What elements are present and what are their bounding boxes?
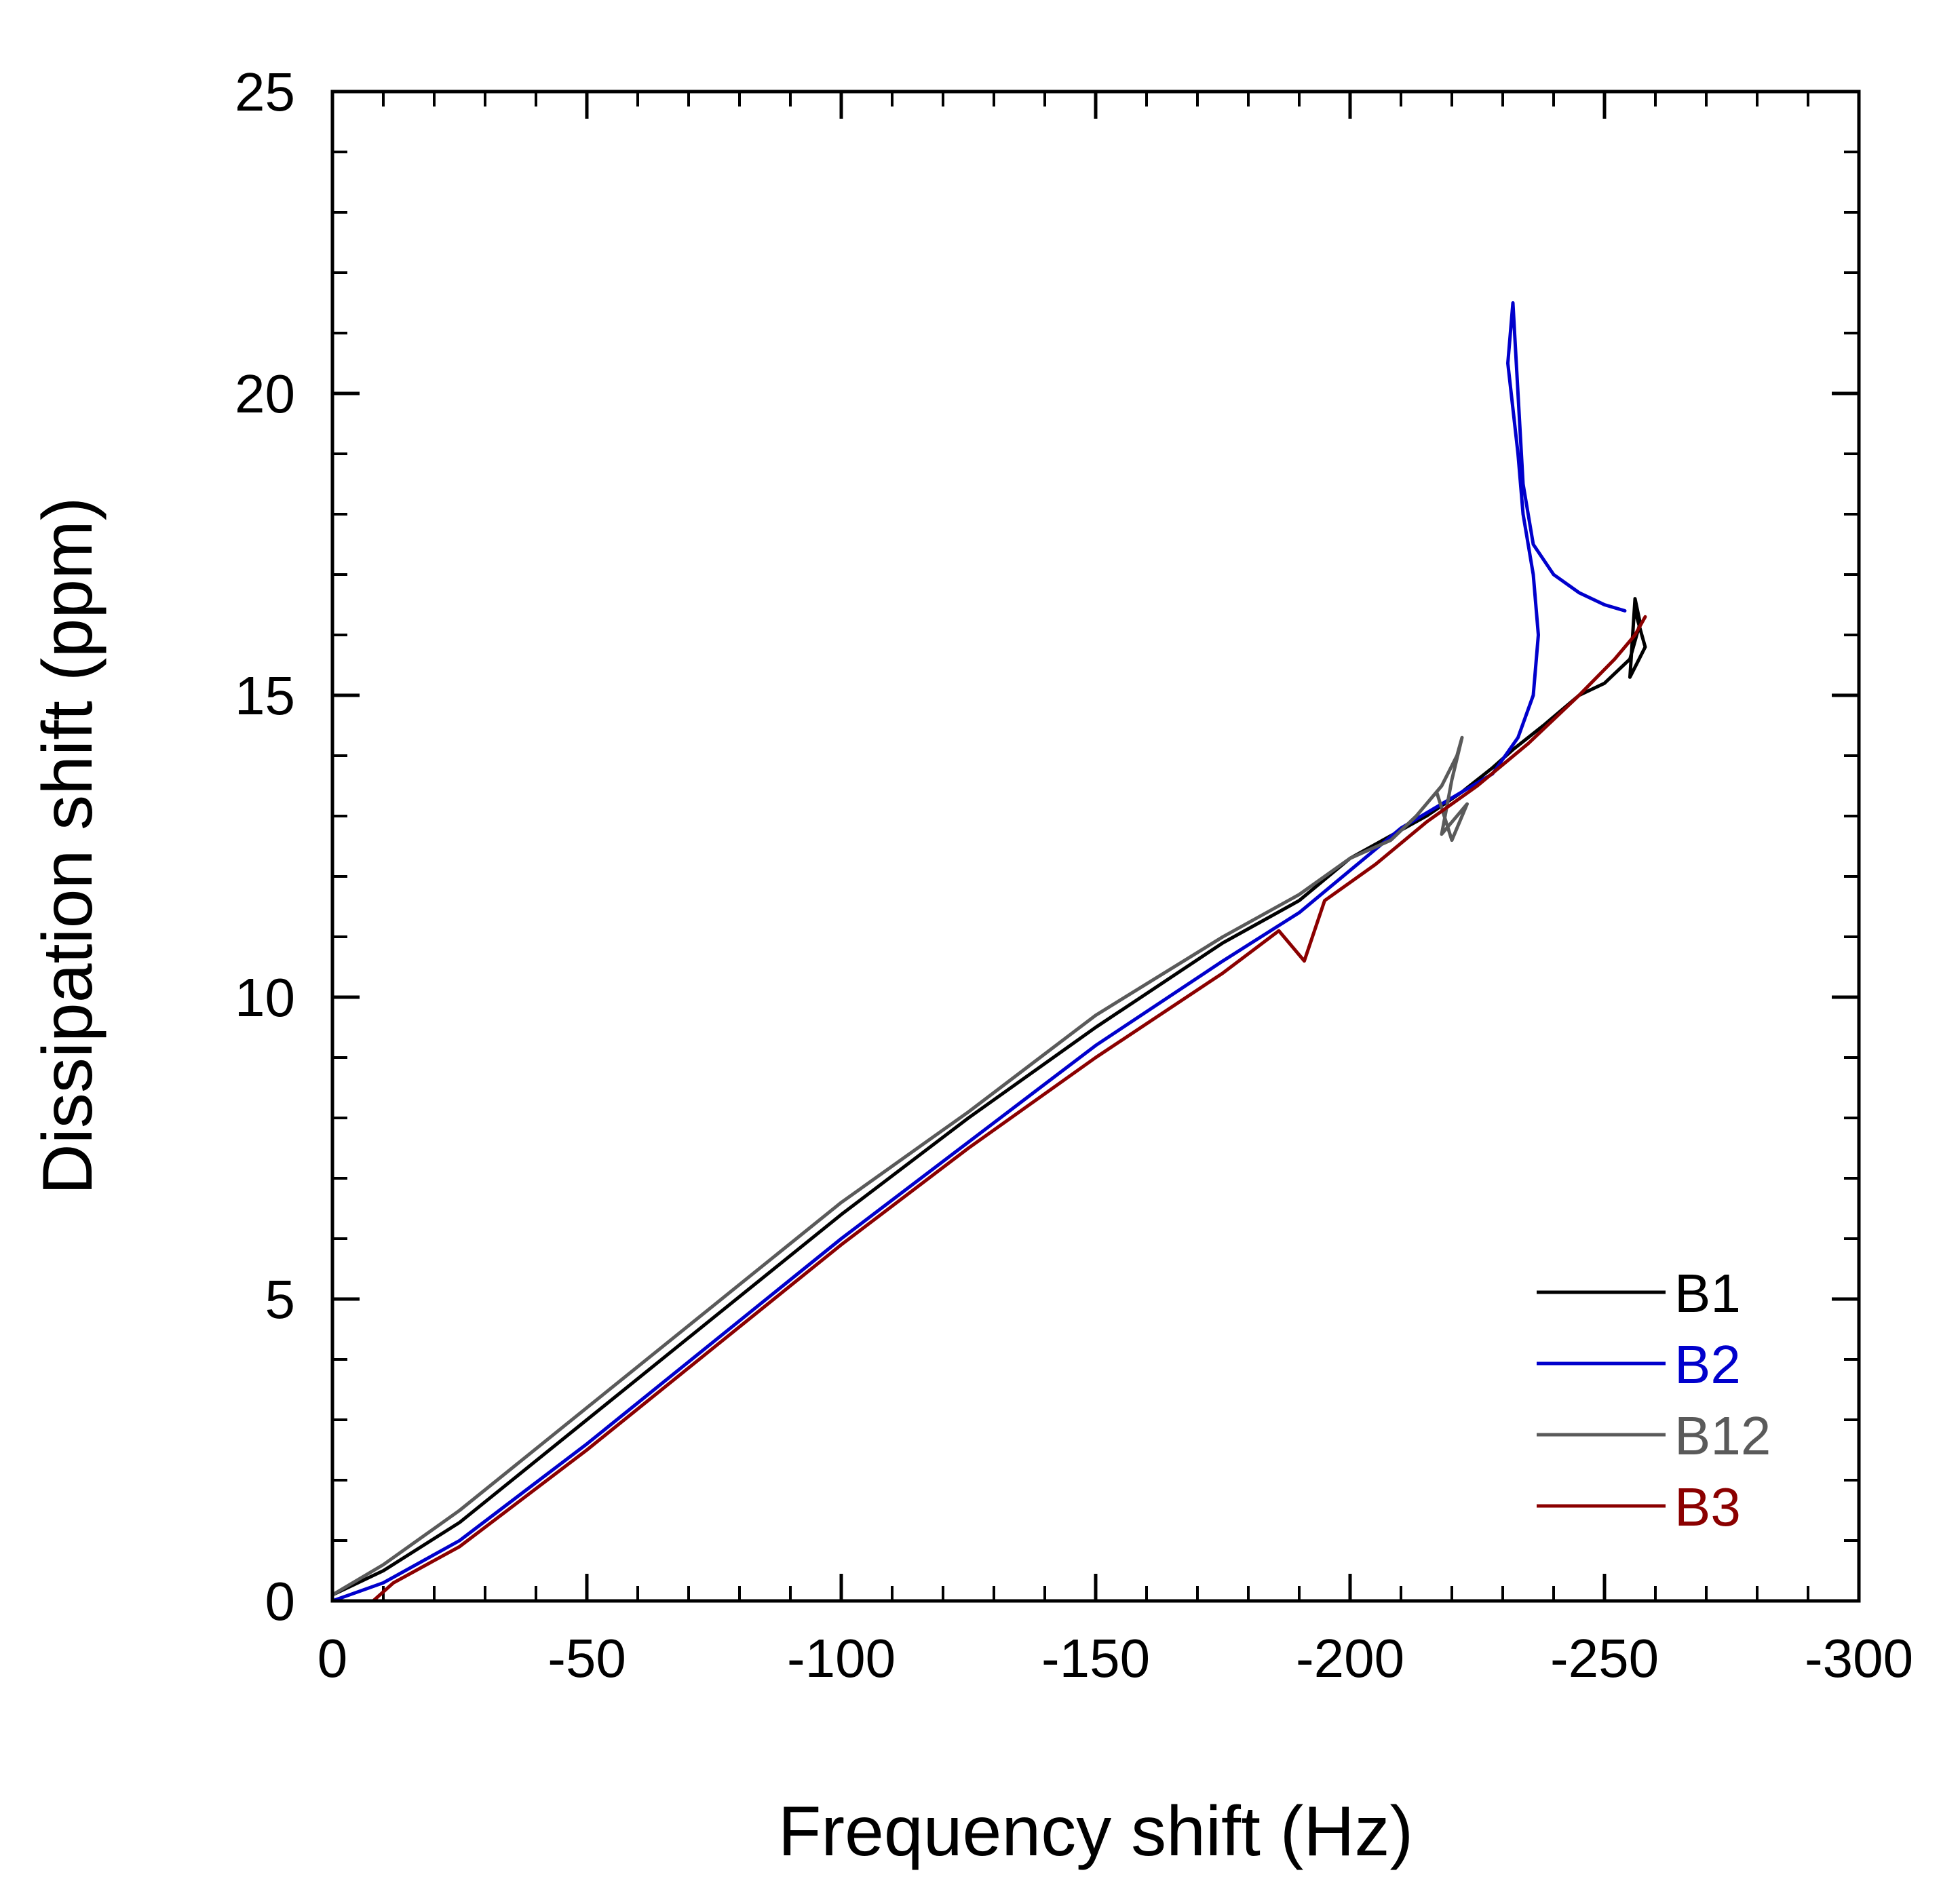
y-axis-title: Dissipation shift (ppm) [28,497,107,1195]
x-tick-label: -200 [1296,1628,1404,1688]
y-tick-label: 15 [235,665,295,726]
y-tick-label: 0 [265,1571,296,1631]
plot-frame [330,90,1861,1603]
series-line-b12 [330,735,1469,1597]
legend: B1 B2 B12 B3 [1537,1263,1771,1537]
x-tick-labels: 0 -50 -100 -150 -200 -250 -300 [318,1628,1913,1688]
x-tick-label: -250 [1550,1628,1659,1688]
y-tick-label: 25 [235,62,295,122]
minor-ticks [331,90,1860,1602]
x-axis-title: Frequency shift (Hz) [778,1792,1413,1871]
x-tick-label: -100 [787,1628,896,1688]
y-tick-label: 5 [265,1269,296,1330]
major-ticks [330,90,1861,1603]
series-line-b3 [371,615,1647,1603]
series-lines [330,301,1647,1603]
legend-label-b2: B2 [1674,1334,1741,1395]
x-tick-label: 0 [318,1628,348,1688]
legend-label-b12: B12 [1674,1406,1771,1466]
legend-label-b3: B3 [1674,1477,1741,1537]
y-tick-labels: 0 5 10 15 20 25 [235,62,295,1631]
series-line-b2 [330,301,1627,1603]
y-tick-label: 20 [235,364,295,424]
legend-label-b1: B1 [1674,1263,1741,1323]
x-tick-label: -300 [1805,1628,1913,1688]
x-tick-label: -50 [547,1628,626,1688]
y-tick-label: 10 [235,967,295,1028]
x-tick-label: -150 [1041,1628,1150,1688]
